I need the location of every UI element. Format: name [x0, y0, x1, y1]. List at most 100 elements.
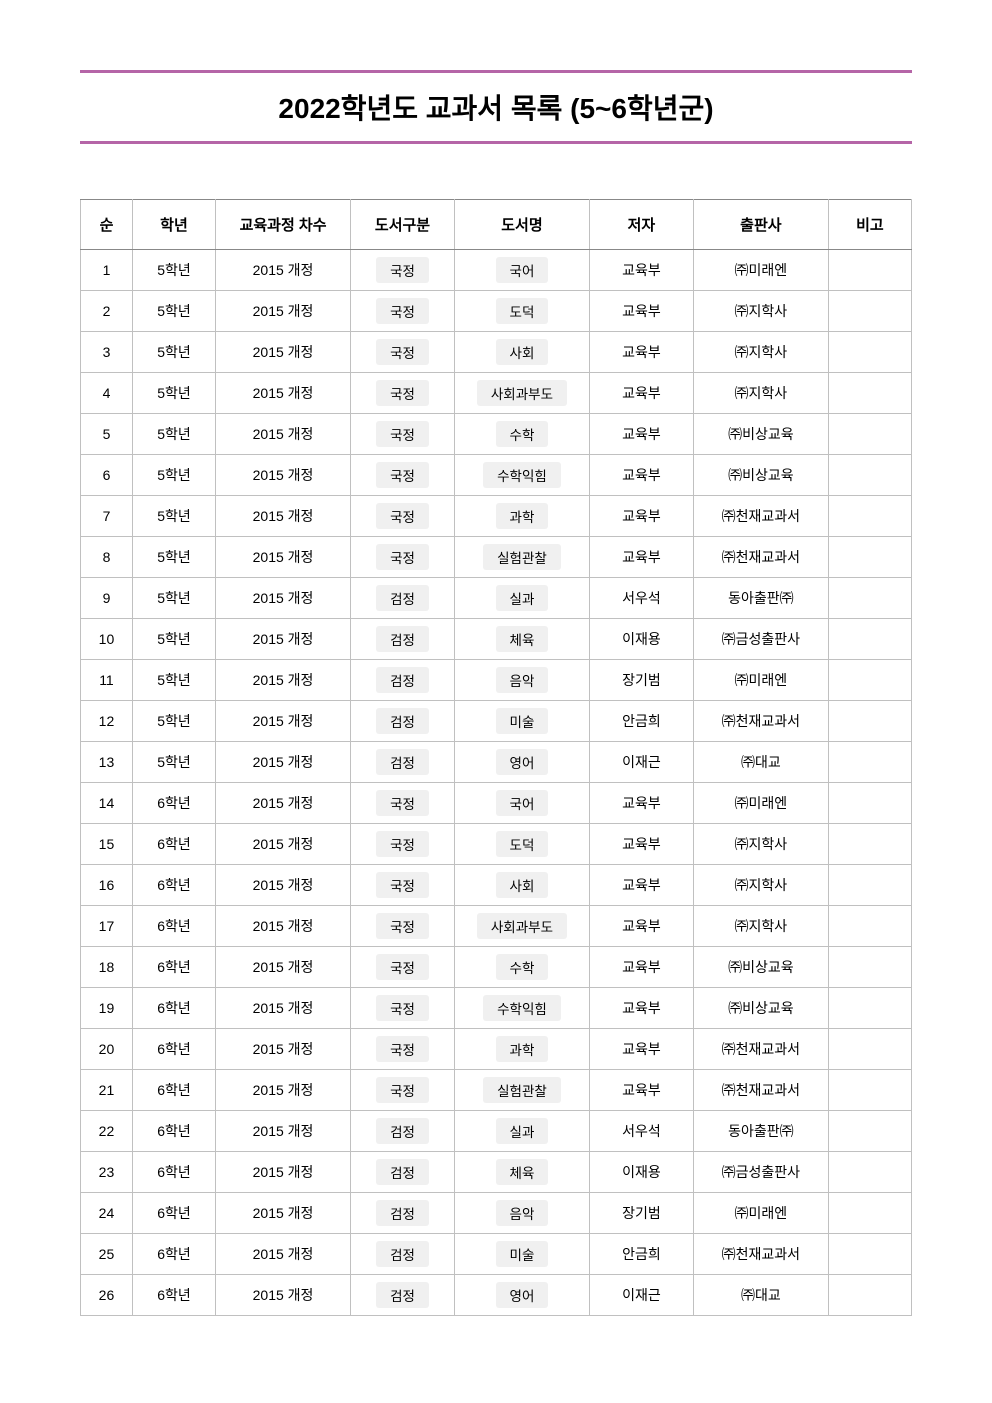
cell-grade: 6학년 [132, 1070, 215, 1111]
header-curriculum: 교육과정 차수 [216, 200, 351, 250]
name-pill: 미술 [496, 708, 549, 734]
type-pill: 국정 [376, 790, 429, 816]
cell-author: 교육부 [589, 373, 693, 414]
cell-type: 검정 [351, 619, 455, 660]
cell-curriculum: 2015 개정 [216, 373, 351, 414]
type-pill: 검정 [376, 708, 429, 734]
cell-publisher: ㈜금성출판사 [693, 619, 828, 660]
cell-curriculum: 2015 개정 [216, 291, 351, 332]
cell-type: 검정 [351, 578, 455, 619]
cell-curriculum: 2015 개정 [216, 414, 351, 455]
cell-author: 장기범 [589, 1193, 693, 1234]
type-pill: 국정 [376, 1036, 429, 1062]
header-type: 도서구분 [351, 200, 455, 250]
cell-curriculum: 2015 개정 [216, 1193, 351, 1234]
cell-index: 6 [81, 455, 133, 496]
table-header-row: 순 학년 교육과정 차수 도서구분 도서명 저자 출판사 비고 [81, 200, 912, 250]
cell-note [828, 250, 911, 291]
cell-name: 실과 [454, 1111, 589, 1152]
cell-name: 사회과부도 [454, 373, 589, 414]
table-row: 266학년2015 개정검정영어이재근㈜대교 [81, 1275, 912, 1316]
cell-type: 검정 [351, 1111, 455, 1152]
cell-grade: 6학년 [132, 1275, 215, 1316]
cell-note [828, 1111, 911, 1152]
type-pill: 국정 [376, 462, 429, 488]
cell-grade: 6학년 [132, 1234, 215, 1275]
type-pill: 국정 [376, 995, 429, 1021]
cell-type: 국정 [351, 865, 455, 906]
cell-name: 음악 [454, 1193, 589, 1234]
cell-name: 미술 [454, 1234, 589, 1275]
cell-index: 20 [81, 1029, 133, 1070]
table-row: 25학년2015 개정국정도덕교육부㈜지학사 [81, 291, 912, 332]
cell-author: 교육부 [589, 250, 693, 291]
cell-curriculum: 2015 개정 [216, 660, 351, 701]
name-pill: 도덕 [496, 298, 549, 324]
cell-type: 국정 [351, 1029, 455, 1070]
cell-author: 장기범 [589, 660, 693, 701]
cell-grade: 6학년 [132, 824, 215, 865]
cell-author: 교육부 [589, 537, 693, 578]
cell-publisher: ㈜천재교과서 [693, 1070, 828, 1111]
cell-publisher: ㈜미래엔 [693, 1193, 828, 1234]
table-row: 115학년2015 개정검정음악장기범㈜미래엔 [81, 660, 912, 701]
name-pill: 음악 [496, 1200, 549, 1226]
cell-note [828, 537, 911, 578]
table-row: 146학년2015 개정국정국어교육부㈜미래엔 [81, 783, 912, 824]
cell-type: 국정 [351, 906, 455, 947]
cell-name: 수학 [454, 947, 589, 988]
cell-note [828, 373, 911, 414]
table-row: 156학년2015 개정국정도덕교육부㈜지학사 [81, 824, 912, 865]
cell-type: 국정 [351, 291, 455, 332]
cell-index: 13 [81, 742, 133, 783]
cell-publisher: ㈜지학사 [693, 865, 828, 906]
type-pill: 검정 [376, 1282, 429, 1308]
cell-author: 교육부 [589, 332, 693, 373]
cell-author: 이재용 [589, 619, 693, 660]
table-row: 105학년2015 개정검정체육이재용㈜금성출판사 [81, 619, 912, 660]
cell-grade: 6학년 [132, 783, 215, 824]
cell-name: 영어 [454, 1275, 589, 1316]
cell-author: 교육부 [589, 824, 693, 865]
header-name: 도서명 [454, 200, 589, 250]
name-pill: 수학익힘 [483, 462, 561, 488]
type-pill: 국정 [376, 872, 429, 898]
cell-name: 실험관찰 [454, 537, 589, 578]
cell-author: 안금희 [589, 701, 693, 742]
cell-publisher: ㈜지학사 [693, 291, 828, 332]
name-pill: 영어 [496, 1282, 549, 1308]
cell-grade: 6학년 [132, 1152, 215, 1193]
cell-type: 국정 [351, 414, 455, 455]
cell-type: 국정 [351, 250, 455, 291]
cell-author: 교육부 [589, 414, 693, 455]
cell-index: 8 [81, 537, 133, 578]
cell-publisher: ㈜비상교육 [693, 988, 828, 1029]
cell-author: 서우석 [589, 578, 693, 619]
cell-publisher: ㈜천재교과서 [693, 1029, 828, 1070]
cell-grade: 6학년 [132, 947, 215, 988]
table-row: 135학년2015 개정검정영어이재근㈜대교 [81, 742, 912, 783]
cell-note [828, 947, 911, 988]
cell-name: 수학익힘 [454, 988, 589, 1029]
cell-author: 교육부 [589, 496, 693, 537]
table-row: 85학년2015 개정국정실험관찰교육부㈜천재교과서 [81, 537, 912, 578]
cell-name: 사회과부도 [454, 906, 589, 947]
name-pill: 미술 [496, 1241, 549, 1267]
cell-index: 5 [81, 414, 133, 455]
cell-author: 교육부 [589, 783, 693, 824]
name-pill: 음악 [496, 667, 549, 693]
table-row: 65학년2015 개정국정수학익힘교육부㈜비상교육 [81, 455, 912, 496]
cell-name: 체육 [454, 1152, 589, 1193]
cell-curriculum: 2015 개정 [216, 701, 351, 742]
cell-index: 11 [81, 660, 133, 701]
cell-curriculum: 2015 개정 [216, 1275, 351, 1316]
cell-author: 교육부 [589, 865, 693, 906]
cell-name: 수학익힘 [454, 455, 589, 496]
table-body: 15학년2015 개정국정국어교육부㈜미래엔25학년2015 개정국정도덕교육부… [81, 250, 912, 1316]
name-pill: 실과 [496, 1118, 549, 1144]
name-pill: 국어 [496, 257, 549, 283]
cell-type: 검정 [351, 1275, 455, 1316]
name-pill: 사회과부도 [477, 380, 567, 406]
cell-author: 이재근 [589, 742, 693, 783]
cell-grade: 5학년 [132, 742, 215, 783]
